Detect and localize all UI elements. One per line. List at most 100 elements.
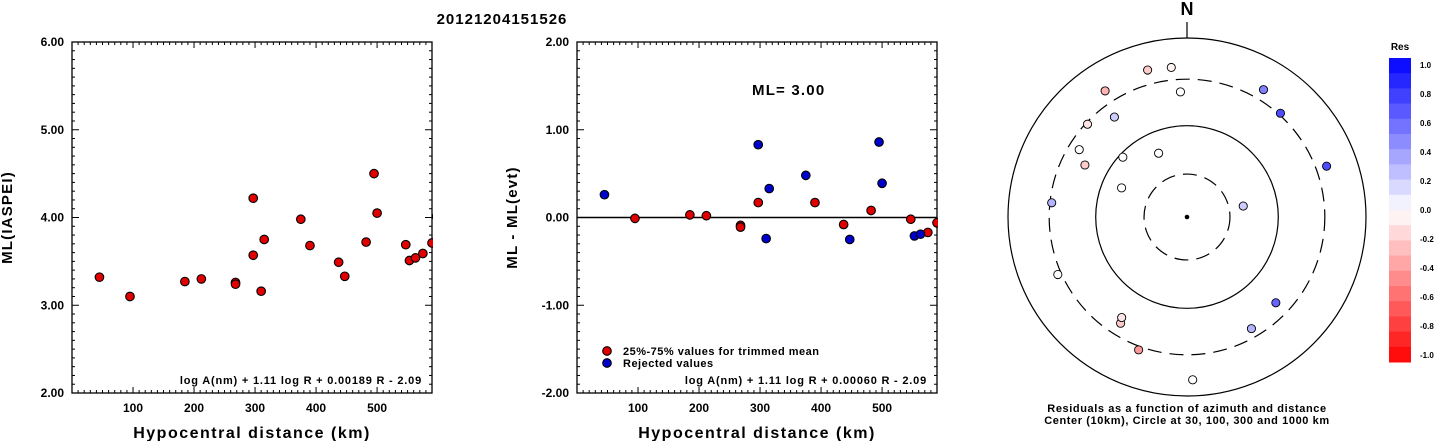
data-point — [753, 139, 764, 150]
station-point — [1258, 85, 1269, 95]
station-point — [1047, 198, 1057, 208]
colorbar-cell — [1389, 103, 1411, 120]
data-point — [800, 170, 811, 181]
y-tick-label: 2.00 — [41, 386, 65, 400]
data-point — [685, 210, 695, 220]
x-tick-label: 400 — [306, 401, 326, 415]
y-tick-label: 2.00 — [546, 35, 570, 49]
station-point — [1246, 324, 1256, 334]
colorbar-cell — [1389, 179, 1411, 196]
colorbar-cell — [1389, 225, 1411, 241]
distance-ring — [1048, 78, 1326, 356]
data-point — [410, 253, 421, 263]
station-point — [1134, 345, 1144, 355]
data-point — [256, 286, 267, 297]
data-point — [701, 210, 712, 221]
y-tick-label: 4.00 — [41, 211, 65, 225]
colorbar-label: 1.0 — [1420, 61, 1432, 70]
y-tick-label: 5.00 — [41, 123, 65, 137]
colorbar-cell — [1389, 331, 1411, 348]
colorbar-label: 0.8 — [1420, 90, 1432, 99]
data-point — [753, 197, 764, 208]
colorbar-cell — [1389, 270, 1411, 287]
data-point — [361, 237, 371, 247]
y-tick-label: 1.00 — [546, 123, 570, 137]
data-point — [372, 208, 382, 218]
y-tick-label: -1.00 — [542, 298, 570, 312]
x-tick-label: 300 — [750, 401, 770, 415]
x-tick-label: 400 — [811, 401, 831, 415]
data-points — [94, 168, 433, 302]
data-point — [248, 193, 259, 204]
polar-caption-line1: Residuals as a function of azimuth and d… — [1047, 403, 1326, 415]
station-point — [1053, 269, 1063, 280]
figure-title: 20121204151526 — [437, 11, 568, 28]
legend-marker — [602, 346, 612, 356]
colorbar-cell — [1389, 346, 1411, 363]
distance-ring — [1143, 173, 1231, 261]
data-point — [630, 213, 640, 224]
data-point — [248, 250, 259, 261]
data-point — [339, 271, 350, 282]
station-point — [1100, 86, 1110, 96]
data-point — [844, 234, 855, 245]
colorbar-label: -0.2 — [1420, 235, 1434, 244]
station-point — [1175, 87, 1185, 97]
data-point — [125, 291, 135, 302]
colorbar-label: -0.6 — [1420, 293, 1434, 302]
y-axis-label: ML(IASPEI) — [0, 171, 16, 264]
center-marker — [1184, 214, 1190, 220]
residual-vs-distance-plot: 100 200 300 400 500 -2.00 -1.00 0.00 1.00 2.00 Hyp… — [504, 35, 938, 441]
data-point — [400, 239, 411, 250]
colorbar-cell — [1389, 88, 1411, 105]
data-point — [764, 183, 775, 194]
colorbar-cell — [1389, 149, 1411, 165]
data-point — [417, 248, 428, 259]
station-point — [1271, 298, 1281, 308]
data-point — [810, 197, 820, 208]
colorbar-cell — [1389, 210, 1411, 226]
data-point — [333, 257, 344, 268]
data-point — [196, 274, 207, 284]
station-point — [1082, 119, 1093, 129]
station-point — [1154, 148, 1164, 158]
data-point — [932, 217, 938, 228]
station-point — [1080, 160, 1090, 170]
x-tick-label: 100 — [123, 401, 143, 415]
station-point — [1117, 313, 1127, 323]
x-tick-label: 300 — [245, 401, 265, 415]
data-point — [866, 205, 876, 216]
legend-label: 25%-75% values for trimmed mean — [623, 346, 819, 358]
colorbar-cell — [1389, 118, 1411, 135]
colorbar-label: 0.4 — [1420, 148, 1432, 157]
north-label: N — [1181, 0, 1194, 19]
data-point — [905, 214, 916, 225]
station-point — [1166, 62, 1176, 73]
data-point — [915, 229, 926, 240]
colorbar-cell — [1389, 194, 1411, 211]
colorbar-label: -0.8 — [1420, 322, 1434, 331]
x-tick-label: 200 — [689, 401, 709, 415]
formula-text: log A(nm) + 1.11 log R + 0.00189 R - 2.0… — [180, 375, 422, 387]
data-point — [369, 168, 379, 179]
station-point — [1143, 65, 1153, 75]
x-tick-label: 500 — [367, 401, 387, 415]
colorbar-cell — [1389, 134, 1411, 150]
x-tick-label: 100 — [628, 401, 648, 415]
y-axis-label: ML - ML(evt) — [504, 166, 521, 268]
colorbar-cell — [1389, 286, 1411, 302]
station-point — [1074, 145, 1084, 155]
data-points — [599, 137, 938, 245]
y-tick-label: -2.00 — [542, 386, 570, 400]
x-axis-label: Hypocentral distance (km) — [638, 425, 876, 441]
station-point — [1322, 161, 1332, 171]
legend-marker — [602, 358, 612, 368]
data-point — [230, 279, 241, 290]
colorbar-cell — [1389, 58, 1411, 74]
station-point — [1188, 375, 1198, 385]
station-point — [1238, 201, 1248, 211]
colorbar-cell — [1389, 255, 1411, 272]
distance-ring — [1095, 125, 1279, 309]
data-point — [838, 219, 849, 230]
